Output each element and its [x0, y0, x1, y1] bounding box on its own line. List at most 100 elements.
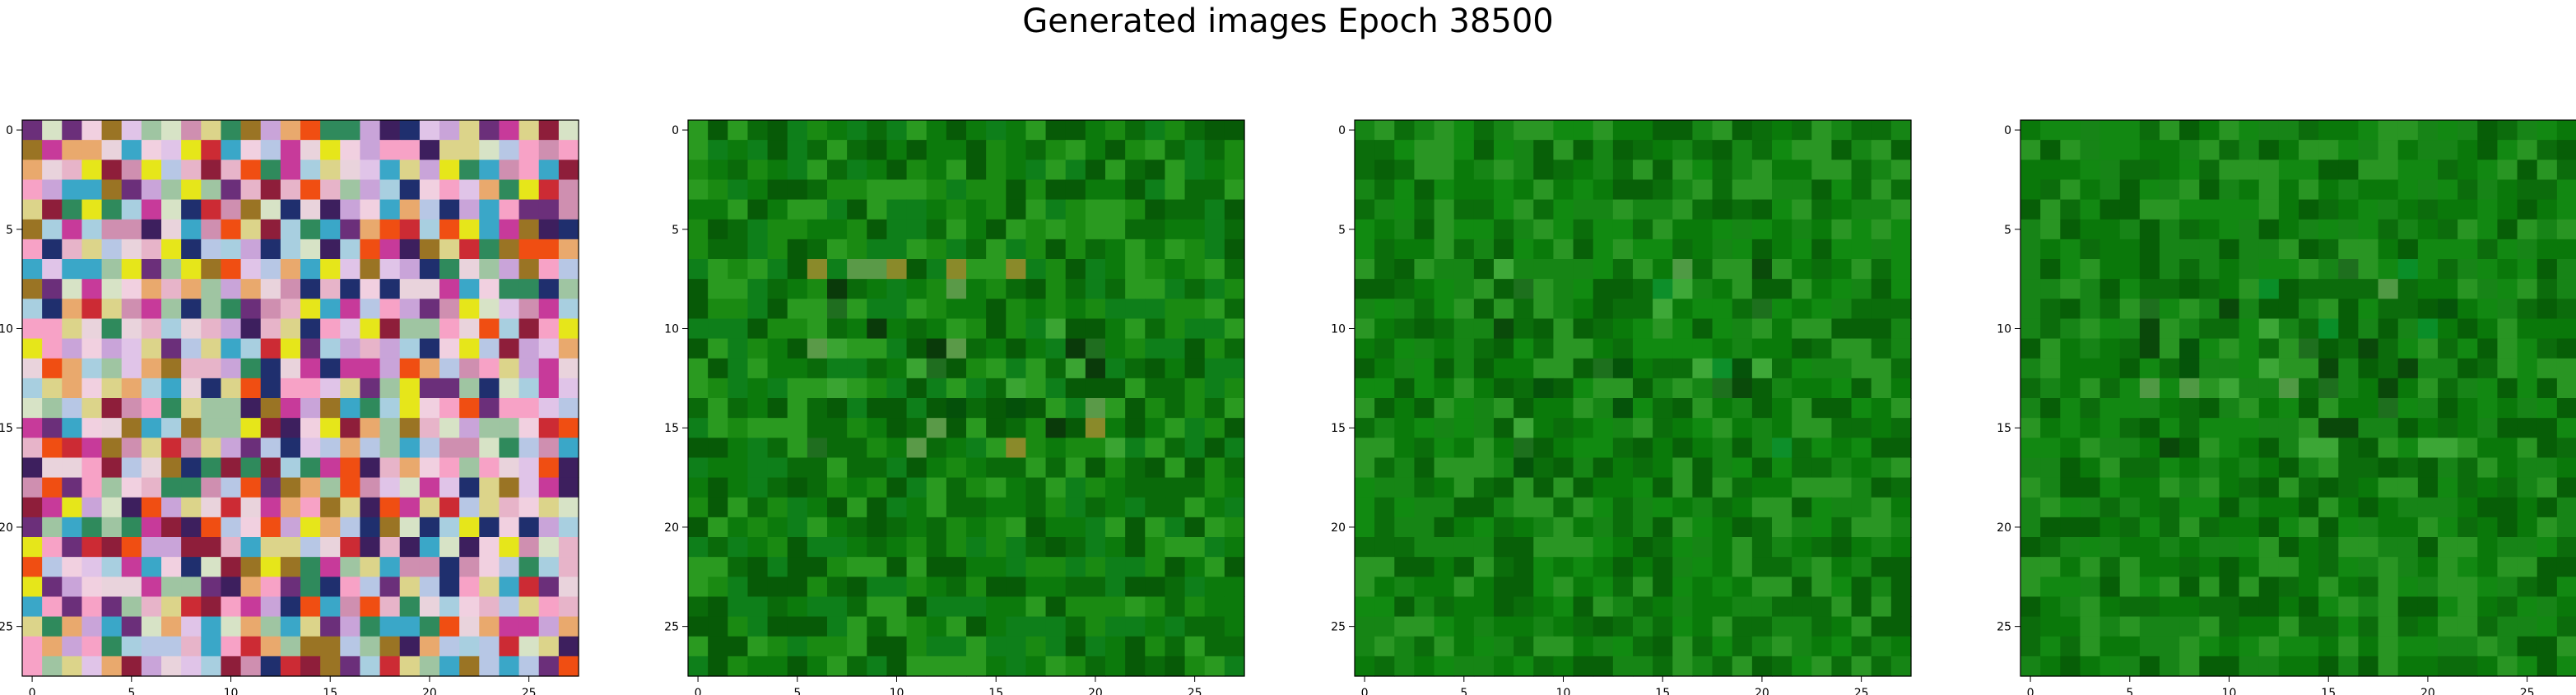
pixel-cell — [1712, 596, 1733, 618]
pixel-cell — [1612, 537, 1634, 558]
pixel-cell — [2139, 358, 2160, 379]
pixel-cell — [1851, 616, 1872, 637]
pixel-cell — [2020, 636, 2041, 657]
pixel-cell — [2060, 318, 2081, 340]
pixel-cell — [2239, 636, 2260, 657]
pixel-cell — [1125, 398, 1146, 419]
pixel-cell — [2080, 378, 2101, 399]
pixel-cell — [966, 259, 987, 280]
pixel-cell — [2438, 438, 2458, 459]
pixel-cell — [1494, 259, 1514, 280]
pixel-cell — [201, 299, 222, 320]
pixel-cell — [1374, 616, 1395, 637]
pixel-cell — [867, 398, 888, 419]
pixel-cell — [708, 616, 728, 637]
pixel-cell — [688, 457, 709, 479]
pixel-cell — [1831, 398, 1853, 419]
pixel-cell — [2457, 140, 2478, 160]
pixel-cell — [2199, 140, 2220, 160]
pixel-cell — [966, 557, 987, 577]
pixel-cell — [2020, 438, 2041, 459]
pixel-cell — [1712, 219, 1733, 240]
pixel-cell — [2536, 616, 2558, 637]
pixel-cell — [1593, 656, 1614, 677]
pixel-cell — [2119, 517, 2141, 538]
pixel-cell — [1105, 299, 1126, 320]
pixel-cell — [966, 279, 987, 299]
pixel-cell — [22, 577, 43, 598]
pixel-cell — [926, 557, 947, 577]
pixel-cell — [221, 497, 242, 518]
pixel-cell — [1125, 179, 1146, 201]
pixel-cell — [1414, 338, 1435, 359]
pixel-cell — [62, 120, 83, 141]
pixel-cell — [2160, 299, 2180, 320]
pixel-cell — [1105, 616, 1126, 637]
pixel-cell — [1105, 477, 1126, 498]
pixel-cell — [1414, 279, 1435, 299]
pixel-cell — [2338, 179, 2360, 201]
pixel-cell — [22, 616, 43, 637]
pixel-cell — [2497, 616, 2518, 637]
pixel-cell — [1165, 279, 1186, 299]
pixel-cell — [1414, 219, 1435, 240]
pixel-cell — [538, 279, 560, 299]
pixel-cell — [2536, 477, 2558, 498]
pixel-cell — [1831, 378, 1853, 399]
pixel-cell — [518, 616, 540, 637]
pixel-cell — [1025, 457, 1047, 479]
pixel-cell — [2199, 120, 2220, 141]
pixel-cell — [2080, 219, 2101, 240]
pixel-cell — [747, 358, 769, 379]
pixel-cell — [1006, 497, 1027, 518]
pixel-cell — [1434, 120, 1455, 141]
pixel-cell — [1165, 497, 1186, 518]
pixel-cell — [2438, 656, 2458, 677]
pixel-cell — [1125, 418, 1146, 438]
pixel-cell — [2040, 537, 2061, 558]
y-tick-label: 15 — [664, 422, 679, 435]
pixel-cell — [1692, 418, 1713, 438]
pixel-cell — [2338, 120, 2360, 141]
pixel-cell — [399, 596, 421, 618]
pixel-cell — [320, 577, 341, 598]
pixel-cell — [221, 160, 242, 181]
pixel-cell — [1593, 616, 1614, 637]
pixel-cell — [141, 160, 162, 181]
pixel-cell — [886, 338, 908, 359]
pixel-cell — [1712, 636, 1733, 657]
pixel-cell — [1514, 378, 1534, 399]
pixel-cell — [2457, 219, 2478, 240]
pixel-cell — [847, 378, 867, 399]
pixel-cell — [2119, 616, 2141, 637]
pixel-cell — [2556, 140, 2576, 160]
pixel-cell — [260, 457, 281, 479]
pixel-cell — [2179, 398, 2200, 419]
pixel-cell — [2318, 279, 2339, 299]
pixel-cell — [1105, 596, 1126, 618]
pixel-cell — [1453, 259, 1475, 280]
pixel-cell — [1434, 656, 1455, 677]
pixel-cell — [2358, 120, 2379, 141]
pixel-cell — [181, 636, 202, 657]
pixel-cell — [1165, 299, 1186, 320]
pixel-cell — [867, 318, 888, 340]
pixel-cell — [1025, 160, 1047, 181]
pixel-cell — [966, 318, 987, 340]
pixel-cell — [499, 259, 520, 280]
pixel-cell — [2497, 160, 2518, 181]
pixel-cell — [1890, 120, 1912, 141]
pixel-cell — [886, 577, 908, 598]
pixel-cell — [280, 616, 301, 637]
pixel-cell — [986, 338, 1007, 359]
pixel-cell — [1453, 418, 1475, 438]
pixel-cell — [2139, 140, 2160, 160]
pixel-cell — [1553, 318, 1574, 340]
pixel-cell — [767, 318, 788, 340]
pixel-cell — [847, 477, 867, 498]
pixel-cell — [340, 577, 361, 598]
pixel-cell — [1184, 557, 1206, 577]
pixel-cell — [1553, 199, 1574, 220]
pixel-cell — [1085, 636, 1106, 657]
pixel-cell — [379, 477, 401, 498]
